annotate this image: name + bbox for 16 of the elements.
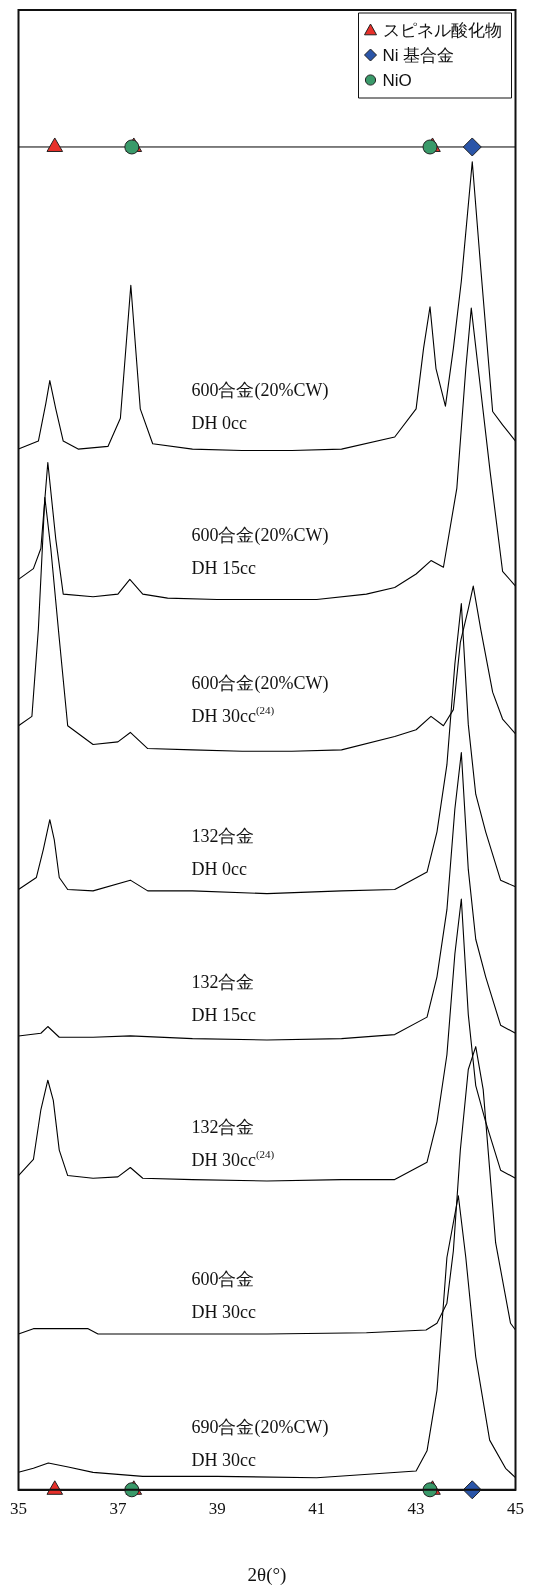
x-axis-title: 2θ(°) bbox=[247, 1563, 287, 1586]
series-label: 600合金(20%CW) DH 15cc bbox=[191, 525, 329, 579]
series-label: 690合金(20%CW) DH 30cc bbox=[191, 1416, 329, 1470]
x-tick-label: 41 bbox=[308, 1499, 326, 1519]
x-tick-label: 45 bbox=[507, 1499, 524, 1519]
legend-label: スピネル酸化物 bbox=[382, 20, 502, 40]
series-label: 600合金(20%CW) DH 0cc bbox=[191, 380, 329, 434]
x-tick-label: 39 bbox=[208, 1499, 226, 1519]
x-tick-label: 35 bbox=[10, 1499, 27, 1519]
legend-label: NiO bbox=[382, 70, 412, 90]
x-tick-label: 43 bbox=[407, 1499, 425, 1519]
series-label: 132合金 DH 0cc bbox=[191, 825, 255, 879]
series-label: 600合金 DH 30cc bbox=[191, 1269, 256, 1322]
legend-label: Ni 基合金 bbox=[382, 45, 455, 65]
x-tick-label: 37 bbox=[109, 1499, 127, 1519]
series-label: 132合金 DH 15cc bbox=[191, 972, 256, 1026]
